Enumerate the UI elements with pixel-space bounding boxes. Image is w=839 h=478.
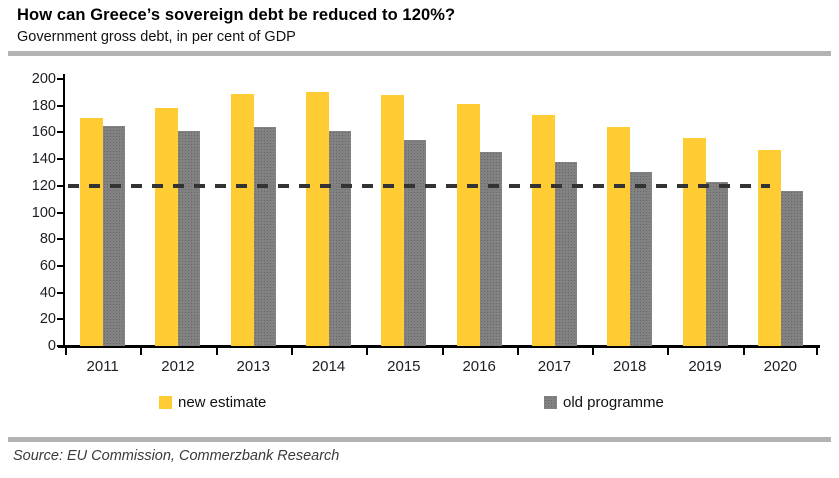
y-axis-line [63,74,65,348]
y-axis-label: 200 [31,71,56,87]
bar-new-estimate-2013 [230,93,254,346]
x-axis-tick [290,346,293,355]
bar-group-2013 [216,79,291,346]
x-axis-label-2013: 2013 [236,358,270,375]
x-axis-label-2012: 2012 [161,358,195,375]
legend-item-new-estimate: new estimate [159,394,266,411]
bar-group-2014 [291,79,366,346]
x-axis-tick [516,346,519,355]
x-axis-label-2016: 2016 [462,358,496,375]
bar-group-2012 [140,79,215,346]
y-axis-tick [57,158,64,161]
bar-new-estimate-2015 [381,95,405,346]
legend-label: new estimate [178,394,267,411]
y-axis-tick [57,184,64,187]
plot-area [65,79,818,355]
x-axis-tick [592,346,595,355]
y-axis-tick [57,78,64,80]
bar-old-programme-2014 [329,131,352,346]
target-line-120 [68,183,770,188]
x-axis-label-2020: 2020 [763,358,797,375]
bar-group-2019 [667,79,742,346]
y-axis-label: 160 [31,124,56,141]
source-note: Source: EU Commission, Commerzbank Resea… [13,448,340,464]
bar-old-programme-2015 [404,140,427,346]
bar-new-estimate-2019 [682,137,706,346]
bar-old-programme-2020 [780,191,803,346]
bar-new-estimate-2017 [531,115,555,346]
bar-group-2017 [517,79,592,346]
x-axis-label-2017: 2017 [537,358,572,375]
y-axis-tick [57,318,64,321]
x-axis-tick [65,346,67,355]
bar-group-2018 [592,79,667,346]
legend: new estimate old programme [0,394,839,414]
y-axis-label: 180 [31,97,56,114]
y-axis-label: 100 [31,204,56,221]
bar-old-programme-2011 [103,125,126,346]
bar-new-estimate-2014 [306,92,330,346]
y-axis-label: 80 [39,231,56,248]
x-axis-label-2014: 2014 [311,358,346,375]
legend-swatch-icon [159,396,172,409]
bar-group-2020 [743,79,818,346]
bar-new-estimate-2011 [80,117,104,346]
bar-new-estimate-2020 [757,149,781,346]
legend-swatch-icon [544,396,557,409]
bar-new-estimate-2012 [155,108,179,346]
y-axis-label: 140 [31,151,56,168]
x-axis-line [58,345,820,348]
bar-old-programme-2019 [705,181,728,346]
y-axis-label: 20 [39,311,56,328]
x-axis-label-2018: 2018 [613,358,647,375]
y-axis-tick [57,211,64,214]
bar-new-estimate-2016 [456,104,480,346]
x-axis-tick [816,346,818,355]
y-axis-label: 40 [39,284,56,301]
x-axis-tick [215,346,218,355]
y-axis-label: 120 [31,177,56,194]
x-axis-tick [366,346,369,355]
x-axis: 2011 2012 2013 2014 2015 2016 2017 2018 2019 2020 [65,358,818,375]
x-axis-tick [441,346,444,355]
bar-old-programme-2013 [253,127,276,346]
x-axis-label-2019: 2019 [688,358,722,375]
legend-item-old-programme: old programme [544,394,664,411]
bar-old-programme-2012 [178,131,201,346]
y-axis-tick [57,104,64,107]
y-axis-tick [57,264,64,267]
y-axis-tick [57,291,64,294]
y-axis-label: 0 [47,338,56,354]
x-axis-tick [140,346,143,355]
chart-title: How can Greece’s sovereign debt be reduc… [17,6,456,24]
bar-new-estimate-2018 [607,127,631,346]
bar-group-2011 [65,79,140,346]
bar-old-programme-2016 [479,152,502,346]
legend-label: old programme [563,394,664,411]
bar-old-programme-2017 [554,161,577,346]
y-axis-label: 60 [39,257,56,274]
top-divider [8,51,831,56]
x-axis-label-2015: 2015 [387,358,421,375]
y-axis-tick [57,131,64,134]
x-axis-label-2011: 2011 [86,358,119,375]
x-axis-tick [667,346,670,355]
y-axis-tick [57,238,64,241]
bar-old-programme-2018 [630,172,653,346]
x-axis-tick [742,346,745,355]
bottom-divider [8,437,831,442]
chart-subtitle: Government gross debt, in per cent of GD… [17,29,296,45]
bar-group-2016 [442,79,517,346]
bar-group-2015 [366,79,441,346]
